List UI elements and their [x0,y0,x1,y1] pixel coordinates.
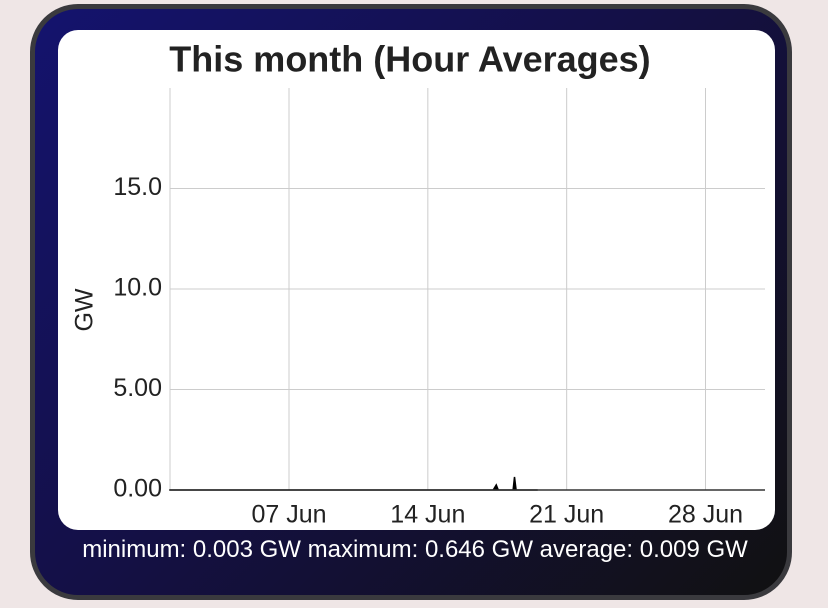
x-tick-label: 07 Jun [251,501,326,529]
area [169,476,538,491]
y-tick-label: 15.0 [113,173,162,201]
y-axis-label: GW [71,288,99,331]
y-tick-label: 10.0 [113,274,162,302]
chart-title: This month (Hour Averages) [169,39,650,80]
stats-caption: minimum: 0.003 GW maximum: 0.646 GW aver… [82,536,748,563]
chart-panel [58,30,775,530]
x-tick-label: 21 Jun [529,501,604,529]
x-tick-label: 28 Jun [668,501,743,529]
y-tick-label: 0.00 [113,475,162,503]
y-tick-label: 5.00 [113,374,162,402]
x-tick-label: 14 Jun [390,501,465,529]
